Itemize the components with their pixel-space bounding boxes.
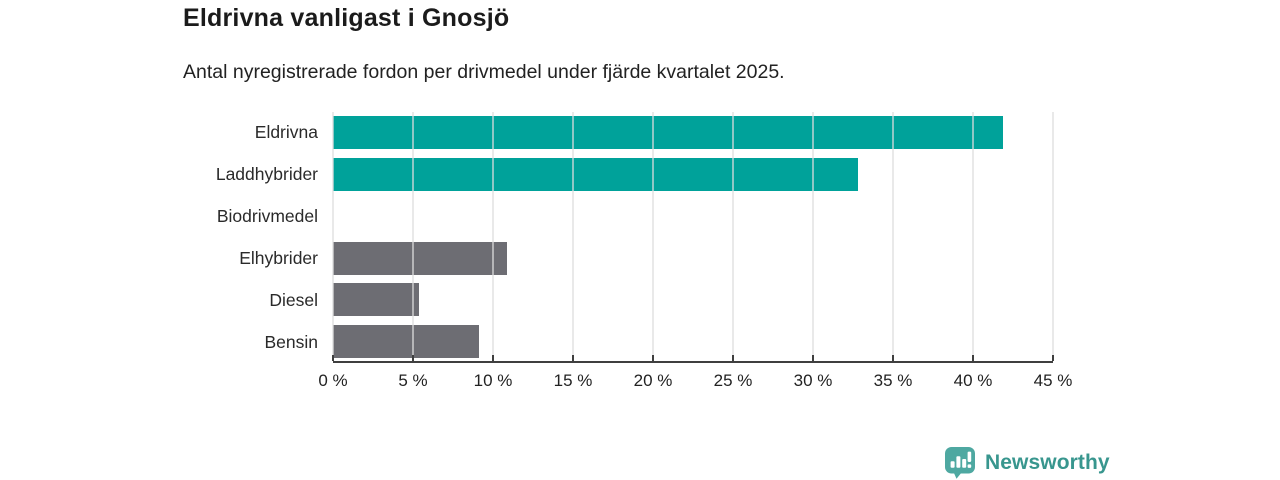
x-axis-tick-labels: 0 % 5 % 10 % 15 % 20 % 25 % 30 % 35 % 40 % 45 %: [318, 371, 1072, 397]
chart-row: Elhybrider: [239, 238, 1053, 280]
page-title: Eldrivna vanligast i Gnosjö: [183, 4, 510, 32]
x-tick-label: 35 %: [873, 371, 913, 390]
axis-tick: [652, 355, 654, 361]
gridline: [1052, 112, 1054, 361]
x-tick-label: 5 %: [398, 371, 428, 390]
x-tick-label: 30 %: [793, 371, 833, 390]
category-label: Biodrivmedel: [216, 206, 318, 227]
chart-row: Eldrivna: [255, 112, 1053, 154]
chart-row: Diesel: [269, 279, 1053, 321]
chart-row: Laddhybrider: [216, 154, 1053, 196]
category-label: Diesel: [269, 289, 318, 310]
x-tick-label: 20 %: [633, 371, 673, 390]
x-tick-label: 25 %: [713, 371, 753, 390]
gridline: [892, 112, 894, 361]
x-tick-label: 45 %: [1033, 371, 1073, 390]
axis-tick: [572, 355, 574, 361]
category-label: Bensin: [264, 331, 318, 352]
gridline: [732, 112, 734, 361]
gridline: [412, 112, 414, 361]
bar-diesel: [333, 283, 420, 317]
x-tick-label: 10 %: [473, 371, 513, 390]
chart-row: Bensin: [264, 321, 1053, 363]
newsworthy-logo-icon: [945, 447, 975, 479]
chart-row: Biodrivmedel: [217, 196, 1053, 238]
category-label: Laddhybrider: [215, 164, 318, 185]
axis-tick: [812, 355, 814, 361]
gridline: [572, 112, 574, 361]
gridline: [652, 112, 654, 361]
newsworthy-logo-text: Newsworthy: [985, 450, 1110, 474]
gridline: [972, 112, 974, 361]
x-tick-label: 15 %: [553, 371, 593, 390]
axis-tick: [972, 355, 974, 361]
axis-tick: [412, 355, 414, 361]
axis-tick: [1052, 355, 1054, 361]
bar-eldrivna: [333, 116, 1004, 149]
gridline: [812, 112, 814, 361]
axis-tick: [732, 355, 734, 361]
branding: Newsworthy: [944, 446, 1110, 479]
axis-tick: [892, 355, 894, 361]
gridline: [332, 112, 334, 361]
bar-elhybrider: [333, 241, 508, 275]
chart-subtitle: Antal nyregistrerade fordon per drivmede…: [183, 61, 785, 83]
category-label: Elhybrider: [239, 247, 318, 268]
plot-area: Eldrivna Laddhybrider Biodrivmedel Elhybrid…: [216, 112, 1054, 363]
axis-tick: [492, 355, 494, 361]
bar-bensin: [333, 325, 479, 359]
x-tick-label: 0 %: [318, 371, 348, 390]
x-tick-label: 40 %: [953, 371, 993, 390]
bar-laddhybrider: [333, 157, 858, 191]
category-label: Eldrivna: [254, 122, 318, 143]
gridline: [492, 112, 494, 361]
axis-tick: [332, 355, 334, 361]
